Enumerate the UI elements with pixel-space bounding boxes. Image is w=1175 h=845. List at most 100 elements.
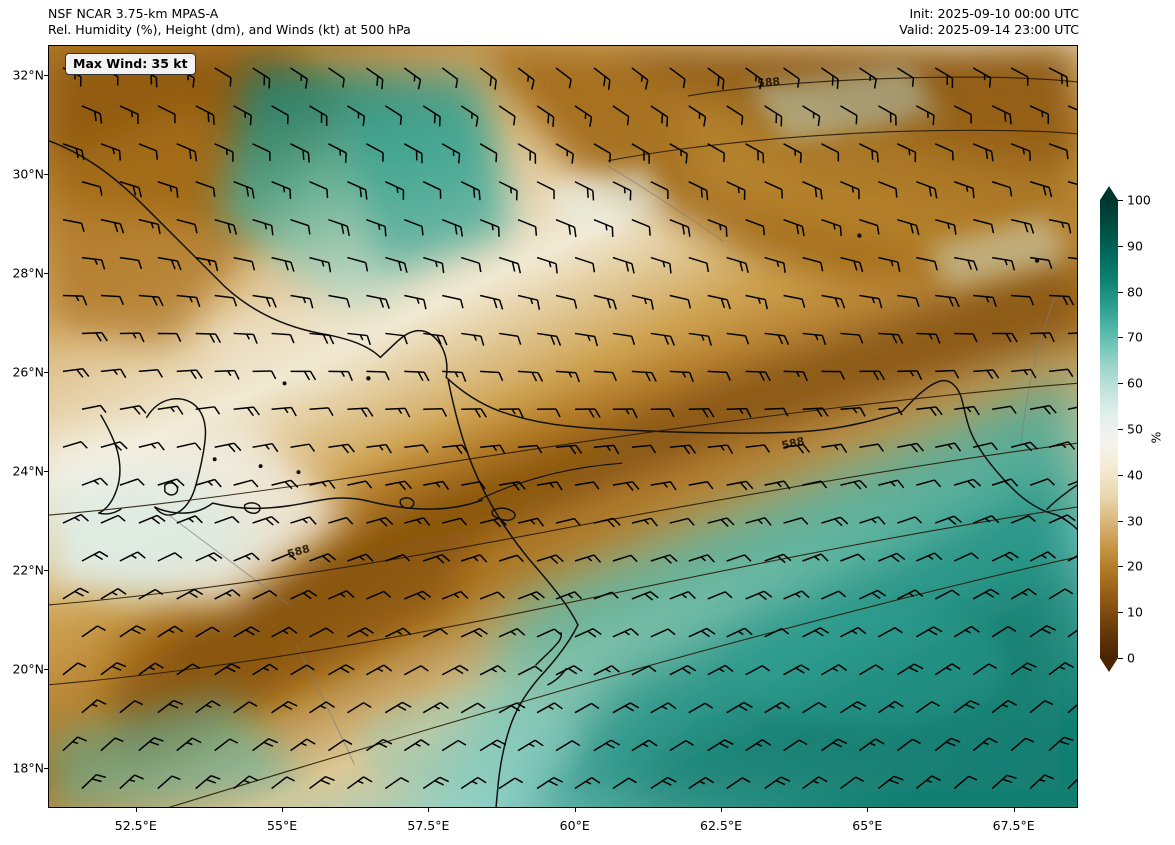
wind-barb <box>346 624 375 646</box>
wind-barb <box>100 734 125 758</box>
wind-barb <box>232 623 261 645</box>
wind-barb <box>817 143 843 163</box>
wind-barb <box>1029 771 1055 796</box>
wind-barb <box>289 662 316 683</box>
wind-barb <box>157 772 182 796</box>
wind-barb <box>972 586 1000 608</box>
wind-barb <box>991 332 1018 343</box>
wind-barb <box>778 143 806 164</box>
wind-barb <box>739 67 766 90</box>
wind-barb <box>154 180 182 199</box>
wind-barb <box>687 625 716 646</box>
wind-barb <box>267 180 295 200</box>
wind-barb <box>401 294 429 310</box>
wind-barb <box>517 663 543 683</box>
wind-barb <box>953 332 978 343</box>
wind-barb <box>931 143 958 162</box>
wind-barb <box>62 584 90 607</box>
header-title-left: NSF NCAR 3.75-km MPAS-A Rel. Humidity (%)… <box>48 6 411 37</box>
wind-barb <box>493 105 519 127</box>
wind-barb <box>593 736 621 759</box>
x-tick-label: 65°E <box>852 818 883 833</box>
wind-barb <box>289 370 317 381</box>
colorbar-tick-mark <box>1118 474 1123 476</box>
wind-barb <box>400 218 427 237</box>
colorbar-extend-bottom-arrow <box>1100 658 1118 672</box>
wind-barb <box>555 662 583 684</box>
wind-barb <box>270 551 297 570</box>
wind-barb <box>725 479 754 495</box>
y-tick-label: 22°N <box>12 562 44 578</box>
wind-barb <box>97 143 125 162</box>
wind-barb <box>157 476 185 494</box>
wind-barb <box>589 218 617 238</box>
wind-barb <box>858 587 887 608</box>
wind-barb <box>1045 143 1072 160</box>
wind-barb <box>1067 403 1077 419</box>
wind-barb <box>856 218 882 236</box>
wind-barb <box>270 773 296 796</box>
y-tick-label: 26°N <box>12 364 44 380</box>
wind-barb <box>665 218 694 238</box>
wind-barb <box>346 773 373 797</box>
wind-barb <box>419 180 445 200</box>
wind-barb <box>1046 218 1074 235</box>
wind-barb <box>98 218 127 234</box>
wind-barb <box>308 625 335 645</box>
wind-barb <box>874 180 901 199</box>
wind-barb <box>380 105 406 126</box>
wind-barb <box>346 407 374 419</box>
wind-barb <box>1010 659 1038 683</box>
wind-barb <box>403 663 430 683</box>
wind-barb <box>895 294 921 308</box>
wind-barb <box>1067 771 1077 796</box>
wind-barb <box>896 370 923 382</box>
wind-barb <box>308 772 336 797</box>
wind-barb <box>1008 218 1037 235</box>
wind-barb <box>706 370 732 382</box>
wind-barb <box>972 660 998 683</box>
wind-barb <box>763 626 790 645</box>
wind-barb <box>972 441 999 456</box>
wind-barb <box>532 180 559 200</box>
wind-barb <box>953 697 981 721</box>
wind-barb <box>289 736 317 759</box>
wind-barb <box>915 623 943 645</box>
wind-barb <box>743 294 770 310</box>
wind-barb <box>953 550 980 570</box>
wind-barb <box>570 180 599 202</box>
wind-barb <box>308 551 337 570</box>
x-tick-mark <box>574 808 576 812</box>
wind-barb <box>892 143 920 163</box>
wind-barb <box>176 586 204 608</box>
wind-barb <box>877 478 905 495</box>
wind-barb <box>248 143 275 162</box>
wind-barb <box>80 256 107 271</box>
wind-barb <box>687 407 715 419</box>
wind-barb <box>1048 368 1074 381</box>
wind-barb <box>892 67 918 88</box>
wind-barb <box>213 441 242 457</box>
wind-barb <box>612 699 640 721</box>
wind-barb <box>760 180 787 200</box>
wind-barb <box>137 294 165 307</box>
wind-barb <box>119 771 145 796</box>
init-time: Init: 2025-09-10 00:00 UTC <box>909 6 1079 21</box>
wind-barb <box>232 332 259 345</box>
colorbar-tick-label: 50 <box>1127 421 1143 437</box>
wind-barb <box>498 408 524 420</box>
wind-barb <box>686 332 714 347</box>
wind-barb <box>894 218 922 236</box>
wind-barb <box>801 773 828 797</box>
wind-barb <box>668 370 695 383</box>
wind-barb <box>875 256 903 273</box>
colorbar-tick-mark <box>1118 245 1123 247</box>
wind-barb <box>763 551 792 570</box>
wind-barb <box>437 143 464 165</box>
wind-barb <box>157 404 184 419</box>
wind-barb <box>779 218 808 237</box>
wind-barb <box>456 180 485 201</box>
wind-barb <box>478 370 504 382</box>
x-tick-mark <box>428 808 430 812</box>
wind-barb <box>153 105 180 124</box>
